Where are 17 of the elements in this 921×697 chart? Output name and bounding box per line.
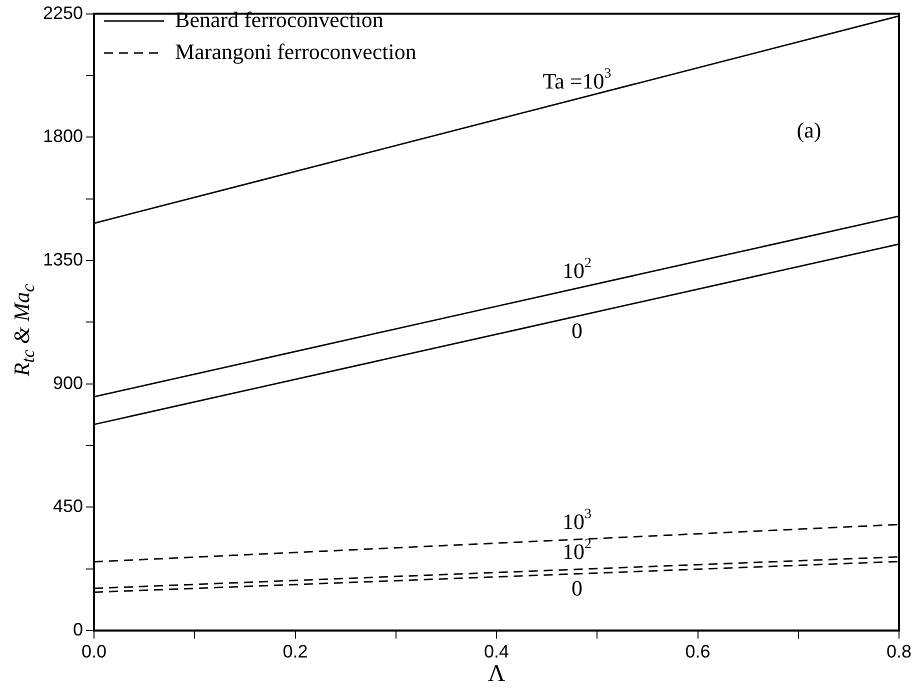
annotation: 0 xyxy=(572,318,583,344)
legend-label: Benard ferroconvection xyxy=(175,6,384,32)
y-tick-label: 2250 xyxy=(42,2,84,23)
y-tick-label: 0 xyxy=(73,620,84,640)
y-tick-label: 1800 xyxy=(42,126,84,146)
x-tick-label: 0.2 xyxy=(282,641,308,662)
y-tick-label: 450 xyxy=(52,496,84,516)
x-axis-title: Λ xyxy=(488,660,506,687)
legend-label: Marangoni ferroconvection xyxy=(175,38,416,64)
x-tick-label: 0.0 xyxy=(82,641,107,662)
x-tick-label: 0.6 xyxy=(685,641,710,662)
y-tick-label: 900 xyxy=(52,372,84,393)
annotation: (a) xyxy=(796,118,822,143)
y-tick-label: 1350 xyxy=(42,249,84,270)
x-tick-label: 0.4 xyxy=(484,641,510,662)
x-tick-label: 0.8 xyxy=(886,641,912,662)
annotation: 0 xyxy=(572,576,583,601)
